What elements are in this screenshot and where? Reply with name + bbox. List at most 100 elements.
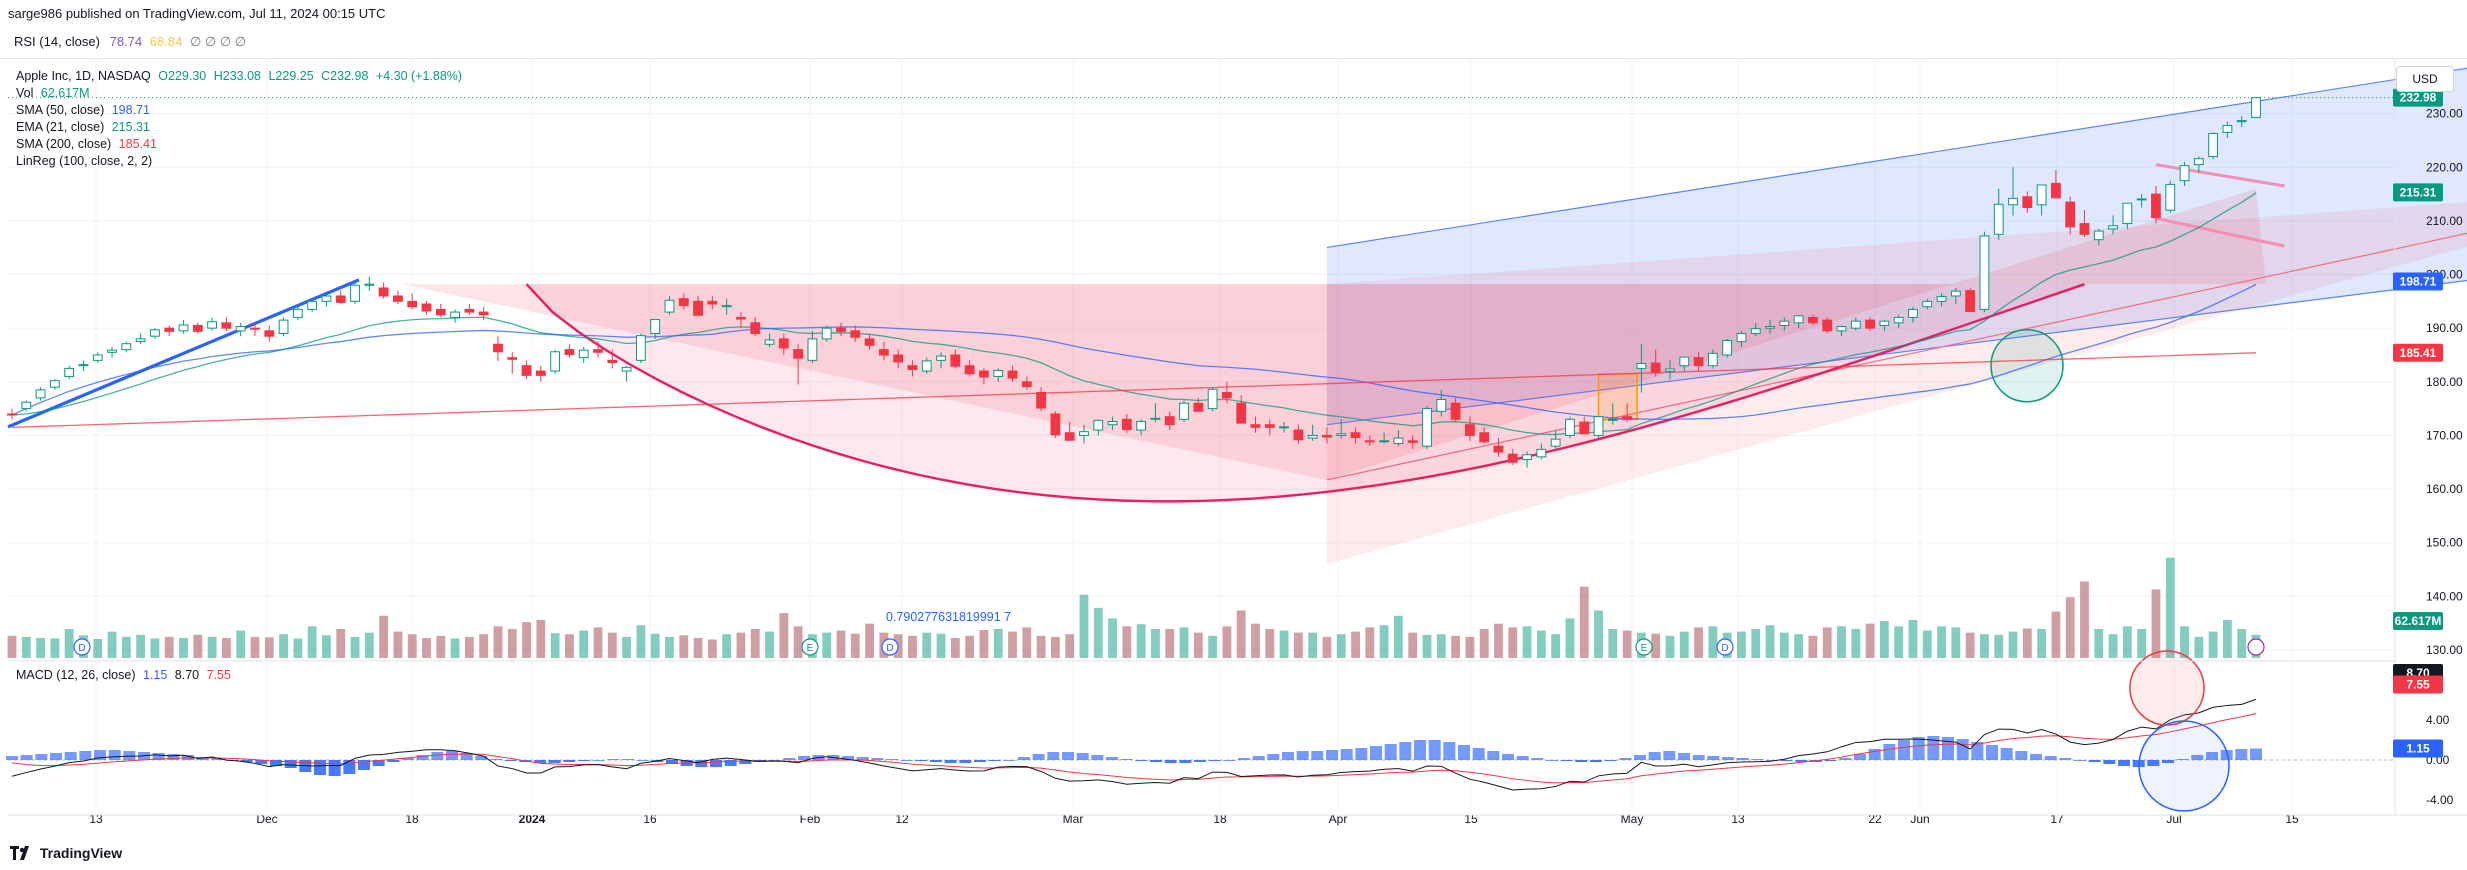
candle-body [407,300,418,308]
macd-histogram-bar [1546,760,1558,761]
time-tick-label: Jun [1910,812,1929,826]
macd-histogram-bar [2088,760,2101,762]
candle-body [135,338,146,343]
candle-body [1279,426,1289,429]
volume-bar [1965,632,1975,658]
candle-body [192,324,203,332]
candle-body [1293,429,1304,441]
volume-bar [407,634,417,658]
candle-body [635,335,646,361]
volume-bar [722,634,732,658]
macd-histogram-bar [1560,760,1573,761]
macd-histogram-bar [739,760,752,764]
candle-body [1779,320,1790,326]
candle-body [1464,424,1475,436]
volume-bar [307,626,317,658]
candle-body [650,319,661,335]
candle-body [1679,356,1690,367]
candle-body [736,316,746,320]
volume-bar [908,635,917,658]
candle-body [921,360,932,372]
macd-histogram-bar [1795,760,1808,762]
candle-body [164,327,175,332]
macd-histogram-bar [1839,758,1852,760]
sma50-label[interactable]: SMA (50, close) [16,103,105,117]
time-tick-label: 16 [643,812,657,826]
macd-histogram-bar [196,757,209,760]
macd-histogram-bar [666,760,678,764]
macd-histogram-bar [783,758,796,760]
volume-bar [107,631,117,658]
candle-body [1522,454,1532,461]
candle-body [1865,319,1875,329]
ema21-label[interactable]: EMA (21, close) [16,120,105,134]
macd-histogram-bar [1208,760,1221,761]
volume-label[interactable]: Vol [16,86,34,100]
candle-body [1507,453,1518,463]
macd-histogram-bar [460,753,473,760]
volume-bar [1865,623,1875,658]
rsi-empty-values: ∅ ∅ ∅ ∅ [189,34,247,49]
macd-histogram-bar [1326,750,1338,760]
event-marker [801,638,819,656]
price-badge-label: 62.617M [2395,614,2442,628]
candle-body [1164,416,1175,426]
candle-body [1407,440,1418,443]
candle-body [121,343,132,351]
footer-brand[interactable]: TradingView [10,845,122,861]
volume-bar [750,628,760,658]
candle-body [964,365,975,375]
linreg-label[interactable]: LinReg (100, close, 2, 2) [16,154,153,168]
candle-body [864,338,875,346]
macd-histogram-bar [1150,760,1162,762]
candle-body [693,300,703,316]
macd-histogram-bar [1736,758,1749,760]
macd-histogram-bar [1355,748,1368,760]
macd-histogram-bar [636,760,649,761]
candle-body [1979,235,1990,310]
volume-bar [1379,625,1389,658]
volume-bar [1694,627,1703,658]
volume-bar [322,635,331,658]
rsi-pane[interactable]: RSI (14, close) 78.74 68.84 ∅ ∅ ∅ ∅ [0,26,2467,59]
candle-body [1736,333,1747,343]
volume-bar [979,630,989,658]
candle-body [35,389,46,399]
macd-histogram-bar [1135,760,1148,761]
candle-body [278,319,289,335]
volume-bar [1751,628,1761,658]
candle-body [607,359,618,363]
sma200-label[interactable]: SMA (200, close) [16,137,112,151]
currency-button[interactable]: USD [2396,66,2454,92]
price-tick-label: 220.00 [2426,160,2463,174]
macd-histogram-bar [1868,749,1881,760]
volume-bar [836,630,846,658]
candle-body [2236,120,2247,123]
volume-bar [1908,619,1918,658]
price-tick-label: 130.00 [2426,643,2463,657]
macd-histogram-bar [1252,756,1265,760]
candle-body [64,367,75,377]
macd-histogram-bar [1780,760,1793,761]
candle-body [507,357,518,360]
macd-histogram-bar [2118,760,2130,766]
macd-histogram-bar [2191,755,2204,760]
candle-body [393,295,403,302]
symbol-label[interactable]: Apple Inc, 1D, NASDAQ [16,69,151,83]
candle-body [2036,184,2047,206]
candle-body [264,330,275,337]
macd-histogram-bar [1018,757,1030,760]
macd-histogram-bar [1443,742,1456,760]
macd-label[interactable]: MACD (12, 26, close) [16,668,136,682]
volume-bar [7,635,17,658]
volume-bar [1322,636,1332,658]
candle-body [1007,370,1018,379]
candle-body [292,308,303,318]
volume-bar [1508,627,1518,658]
candle-body [993,370,1004,377]
candle-body [493,343,503,353]
macd-histogram-bar [1722,757,1734,760]
candle-body [1636,363,1647,369]
